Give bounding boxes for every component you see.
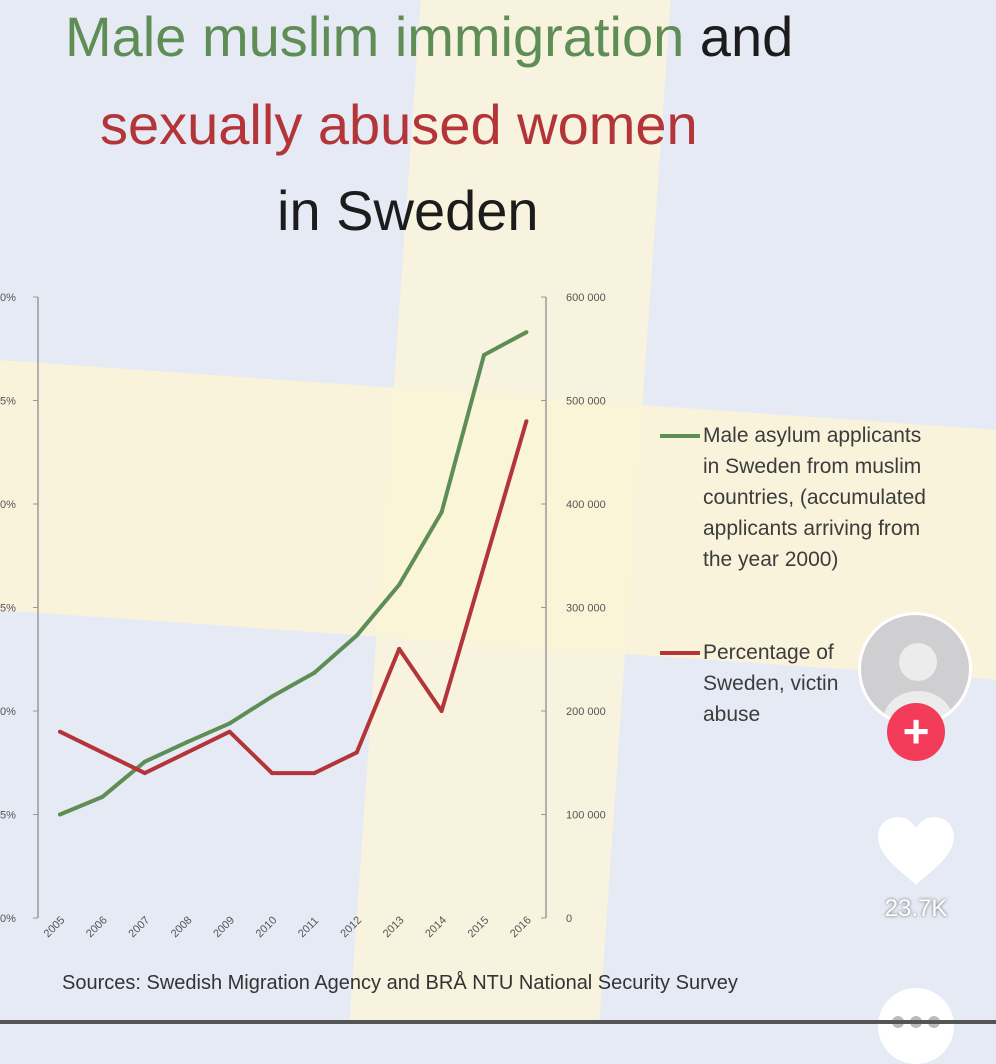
left-tick-label: 0% [0, 706, 16, 718]
bottom-bar [0, 1020, 996, 1024]
series-line-asylum-applicants [59, 330, 528, 817]
left-tick-label: 5% [0, 603, 16, 615]
x-tick-label: 2015 [466, 914, 492, 940]
data-point [439, 709, 444, 713]
follow-button[interactable]: + [887, 703, 945, 761]
left-tick-label: 0% [0, 913, 16, 925]
x-tick-label: 2009 [211, 914, 237, 940]
right-tick-label: 600 000 [566, 292, 606, 304]
data-point [270, 694, 274, 699]
data-point [142, 759, 147, 764]
left-tick-label: 5% [0, 810, 16, 822]
legend-text-line: the year 2000) [660, 544, 926, 575]
x-tick-label: 2008 [169, 914, 195, 940]
legend-text-line: countries, (accumulated [660, 482, 926, 513]
data-point [524, 419, 529, 424]
data-point [354, 750, 359, 755]
legend-item-red: Percentage of Sweden, victin abuse [660, 637, 838, 730]
left-tick-label: 0% [0, 292, 16, 304]
like-count: 23.7K [884, 895, 948, 922]
data-point [439, 510, 444, 515]
legend-item-green: Male asylum applicants in Sweden from mus… [660, 420, 926, 575]
x-tick-label: 2011 [296, 915, 321, 940]
legend-text-line: Male asylum applicants [660, 420, 926, 451]
right-tick-label: 500 000 [566, 396, 606, 408]
data-point [100, 794, 105, 799]
x-tick-label: 2014 [423, 914, 449, 940]
plus-icon: + [902, 705, 930, 757]
right-tick-label: 400 000 [566, 499, 606, 511]
title-line-2: sexually abused women [100, 93, 698, 156]
legend-label: Percentage of [703, 641, 834, 664]
legend-swatch [660, 434, 700, 439]
title-line-1: Male muslim immigration and [65, 4, 793, 70]
data-point [227, 729, 232, 734]
left-tick-label: 0% [0, 499, 16, 511]
legend-label: the year 2000) [703, 548, 839, 571]
left-tick-label: 5% [0, 396, 16, 408]
legend-label: countries, (accumulated [703, 486, 926, 509]
source-caption: Sources: Swedish Migration Agency and BR… [62, 972, 738, 994]
data-point [100, 750, 105, 755]
series-line-abused-women [59, 420, 529, 776]
data-point [58, 729, 62, 734]
x-tick-label: 2016 [508, 914, 534, 940]
data-point [312, 771, 317, 776]
legend-label: abuse [703, 703, 761, 726]
data-point [482, 352, 486, 357]
x-tick-label: 2007 [126, 914, 152, 940]
data-point [58, 812, 62, 817]
right-tick-label: 300 000 [566, 603, 606, 615]
x-tick-label: 2013 [381, 914, 407, 940]
data-point [185, 750, 190, 755]
heart-icon[interactable] [876, 815, 956, 887]
data-point [227, 721, 232, 726]
data-point [142, 771, 147, 776]
legend-text-line: Sweden, victin [660, 668, 838, 699]
legend-swatch [660, 651, 700, 656]
data-point [354, 633, 359, 638]
comment-button[interactable] [878, 988, 954, 1064]
right-tick-label: 200 000 [566, 706, 606, 718]
data-point [524, 330, 529, 335]
title-dark: and [699, 5, 794, 68]
legend-label: Sweden, victin [703, 672, 839, 695]
data-point [312, 670, 317, 675]
data-point [185, 740, 190, 745]
data-point [270, 771, 274, 776]
legend-text-line: applicants arriving from [660, 513, 926, 544]
right-tick-label: 100 000 [566, 810, 606, 822]
x-tick-label: 2012 [338, 914, 364, 940]
legend-text-line: in Sweden from muslim [660, 451, 926, 482]
legend-text-line: abuse [660, 699, 838, 730]
data-point [397, 582, 402, 587]
title-line-3: in Sweden [277, 179, 539, 242]
line-chart: 0% 5% 0% 5% 0% 5% 0% 600 000 500 000 400 000 300 0… [0, 292, 606, 940]
data-point [397, 646, 402, 651]
legend-text-line: Percentage of [660, 637, 838, 668]
x-tick-label: 2005 [42, 914, 68, 940]
avatar-head [899, 643, 937, 681]
legend-label: Male asylum applicants [703, 424, 922, 447]
legend-label: in Sweden from muslim [703, 455, 922, 478]
right-tick-label: 0 [566, 913, 572, 925]
data-point [482, 564, 486, 569]
x-tick-label: 2010 [254, 914, 280, 940]
x-tick-label: 2006 [84, 914, 110, 940]
legend-label: applicants arriving from [703, 517, 921, 540]
title-green: Male muslim immigration [65, 5, 685, 68]
